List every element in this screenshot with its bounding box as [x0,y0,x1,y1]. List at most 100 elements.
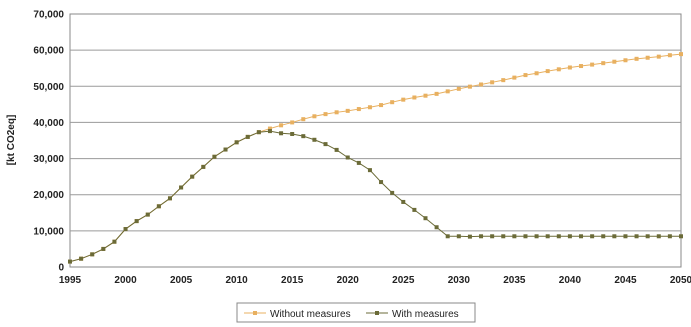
y-tick-label: 30,000 [33,154,64,165]
data-point [679,52,683,57]
data-point [623,58,628,63]
data-point [490,234,495,239]
data-point [279,131,284,136]
data-point [212,154,217,159]
x-tick-label: 2030 [448,275,471,286]
x-tick-label: 2000 [114,275,137,286]
data-point [467,84,472,89]
data-point [167,196,172,201]
data-point [512,234,517,239]
data-point [312,137,317,142]
data-point [301,134,306,139]
legend-box [236,302,476,323]
data-point [623,234,628,239]
legend-label-without-measures: Without measures [270,309,351,320]
data-point [556,234,561,239]
data-point [345,108,350,113]
legend: Without measures With measures [236,302,476,323]
data-point [356,160,361,165]
y-axis-tick-labels: 0 10,000 20,000 30,000 40,000 50,000 60,000 70,… [33,10,64,274]
data-point [501,234,506,239]
x-tick-label: 2045 [614,275,637,286]
x-tick-label: 2015 [281,275,304,286]
data-point [590,234,595,239]
data-point [290,120,295,125]
data-point [456,86,461,91]
data-point [334,147,339,152]
data-point [567,65,572,70]
data-point [379,103,384,108]
x-tick-label: 2010 [226,275,249,286]
data-point [379,180,384,185]
data-point [523,73,528,78]
data-point [523,234,528,239]
y-tick-label: 20,000 [33,190,64,201]
data-point [534,234,539,239]
grid-lines [70,49,681,232]
plot-area [69,13,682,268]
x-tick-label: 2040 [559,275,582,286]
data-point [356,107,361,112]
data-point [267,129,272,134]
data-point [279,123,284,128]
data-point [123,227,128,232]
data-point [645,234,650,239]
y-tick-label: 70,000 [33,10,64,21]
data-point [634,56,639,61]
data-point [201,164,206,169]
data-point [601,234,606,239]
x-tick-label: 1995 [59,275,82,286]
data-point [156,204,161,209]
series-with-measures [68,129,683,264]
data-point [590,62,595,67]
data-point [323,142,328,147]
data-point [456,234,461,239]
data-point [101,246,106,251]
data-point [290,131,295,136]
data-point [412,95,417,100]
data-point [267,126,272,131]
data-point [401,199,406,204]
data-point [301,117,306,122]
data-point [145,212,150,217]
data-point [223,147,228,152]
data-point [467,234,472,239]
data-point [656,54,661,59]
x-tick-label: 2035 [503,275,526,286]
data-point [90,252,95,257]
data-point [367,105,372,110]
data-point [423,216,428,221]
data-point [79,256,84,261]
y-tick-label: 60,000 [33,46,64,57]
x-tick-label: 2050 [670,275,691,286]
data-point [423,93,428,98]
data-point [323,112,328,117]
data-point [390,190,395,195]
data-point [634,234,639,239]
data-point [312,114,317,119]
data-point [445,89,450,94]
data-point [667,234,672,239]
y-axis-title: [kt CO2eq] [6,115,17,166]
data-point [445,234,450,239]
data-point [501,78,506,83]
data-point [679,234,683,239]
data-point [412,207,417,212]
x-tick-label: 2020 [337,275,360,286]
data-point [434,225,439,230]
legend-marker-with-measures [375,311,379,315]
x-axis-tick-labels: 1995 2000 2005 2010 2015 2020 2025 2030 2035 2040… [59,275,691,286]
data-point [434,91,439,96]
data-point [645,55,650,60]
data-point [512,75,517,80]
y-tick-label: 10,000 [33,226,64,237]
data-point [612,234,617,239]
data-point [345,155,350,160]
data-point [667,53,672,58]
data-point [579,234,584,239]
data-point [612,59,617,64]
y-tick-label: 40,000 [33,118,64,129]
data-point [534,71,539,76]
data-point [545,234,550,239]
